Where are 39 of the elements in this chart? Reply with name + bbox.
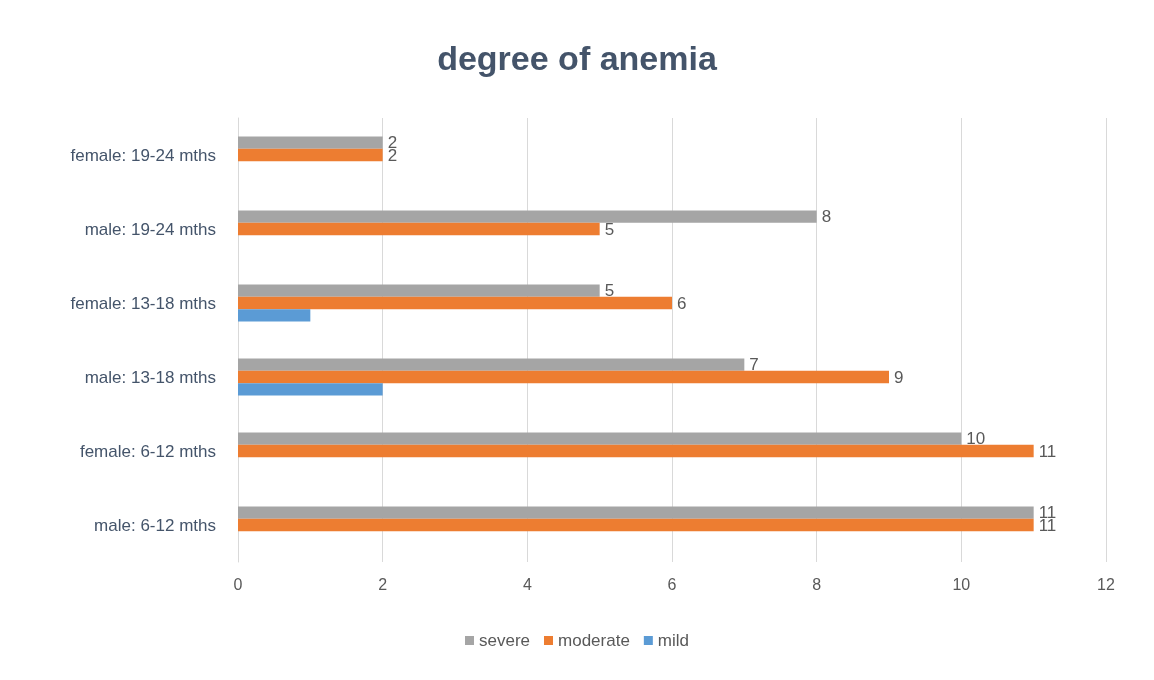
bar	[238, 136, 383, 149]
x-tick-label: 0	[233, 575, 243, 593]
data-label: 5	[604, 219, 615, 239]
data-label: 5	[604, 281, 615, 301]
x-tick-label: 10	[952, 575, 971, 593]
data-label: 8	[821, 207, 832, 227]
x-tick-label: 2	[378, 575, 388, 593]
bar	[238, 296, 672, 310]
legend-label: moderate	[558, 631, 630, 650]
bar	[238, 309, 311, 322]
data-label: 7	[749, 355, 759, 375]
bar	[238, 444, 1034, 458]
x-tick-label: 8	[812, 575, 822, 593]
bar	[238, 370, 889, 384]
data-label: 9	[894, 367, 904, 387]
y-tick-label: male: 6-12 mths	[94, 515, 216, 535]
x-tick-label: 4	[522, 575, 532, 593]
y-tick-label: male: 19-24 mths	[84, 219, 216, 239]
bar	[238, 518, 1034, 532]
x-tick-label: 12	[1097, 575, 1115, 593]
legend-label: severe	[478, 631, 531, 650]
bar	[238, 284, 600, 297]
bar	[238, 383, 383, 396]
chart-title: degree of anemia	[437, 39, 718, 77]
y-tick-label: male: 13-18 mths	[84, 367, 216, 387]
data-label: 11	[1038, 441, 1057, 461]
y-tick-label: female: 6-12 mths	[79, 441, 216, 461]
data-label: 10	[966, 429, 986, 449]
y-tick-label: female: 19-24 mths	[70, 145, 216, 165]
bar	[238, 222, 600, 236]
bar	[238, 358, 745, 371]
bar	[238, 506, 1034, 519]
legend-label: mild	[657, 631, 690, 650]
data-label: 6	[677, 293, 687, 313]
bar	[238, 210, 817, 223]
bar	[238, 432, 962, 445]
x-tick-label: 6	[667, 575, 677, 593]
bar	[238, 148, 383, 162]
y-tick-label: female: 13-18 mths	[70, 293, 216, 313]
